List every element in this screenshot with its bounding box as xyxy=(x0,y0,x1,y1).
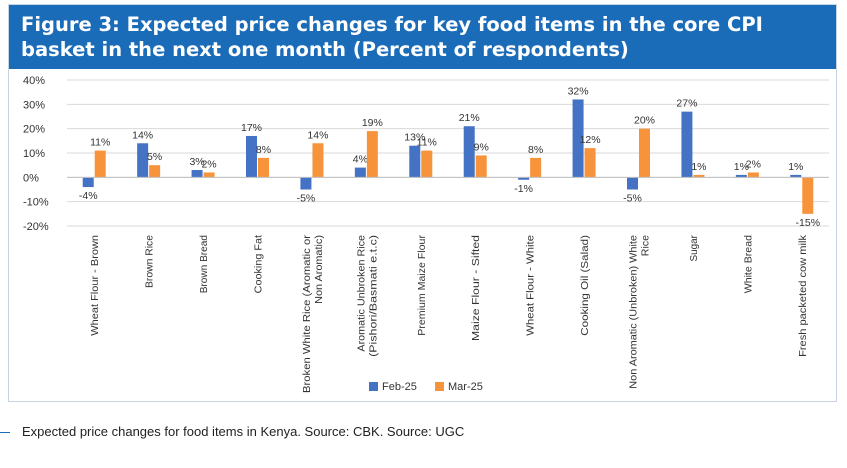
bar-feb xyxy=(627,177,638,190)
data-label-feb: 27% xyxy=(676,98,697,110)
y-tick-label: -20% xyxy=(23,221,49,233)
data-label-mar: 12% xyxy=(580,134,601,146)
data-label-mar: -15% xyxy=(796,217,821,229)
data-label-feb: 4% xyxy=(353,154,368,166)
bar-feb xyxy=(137,143,149,178)
data-label-feb: 1% xyxy=(734,161,749,173)
data-label-mar: 1% xyxy=(691,161,706,173)
data-label-mar: 8% xyxy=(256,144,271,156)
data-label-feb: -1% xyxy=(514,183,533,195)
bar-mar xyxy=(802,177,814,214)
category-label: Cooking Fat xyxy=(253,235,265,293)
bar-feb xyxy=(463,126,475,178)
data-label-mar: 8% xyxy=(528,144,543,156)
data-label-feb: -4% xyxy=(79,190,98,202)
category-label: Brown Rice xyxy=(144,235,156,288)
data-label-mar: 19% xyxy=(362,117,383,129)
data-label-feb: -5% xyxy=(623,193,642,205)
data-label-mar: 2% xyxy=(746,158,761,170)
bar-feb xyxy=(572,99,584,178)
category-label: Brown Bread xyxy=(198,235,210,293)
y-tick-label: 0% xyxy=(23,172,39,184)
y-tick-label: 20% xyxy=(23,124,45,136)
bar-mar xyxy=(149,165,161,178)
figure-panel: Figure 3: Expected price changes for key… xyxy=(8,4,837,402)
data-label-mar: 11% xyxy=(417,137,437,149)
figure-caption: Expected price changes for food items in… xyxy=(22,424,465,439)
bar-feb xyxy=(409,145,421,178)
bar-feb xyxy=(246,135,257,178)
data-label-mar: 11% xyxy=(90,137,110,149)
bar-feb xyxy=(300,177,312,190)
category-label: Non Aromatic (Unbroken) White xyxy=(628,235,640,389)
category-label: Wheat Flour - Brown xyxy=(89,235,101,336)
category-label: Sugar xyxy=(688,235,700,262)
category-label: Aromatic Unbroken Rice xyxy=(355,235,367,352)
data-label-feb: 3% xyxy=(189,156,204,168)
category-label: White Bread xyxy=(742,235,754,293)
data-label-feb: 17% xyxy=(241,122,262,134)
category-label: Wheat Flour - White xyxy=(525,235,537,336)
bar-feb xyxy=(790,174,802,178)
bar-mar xyxy=(584,148,596,178)
legend-swatch xyxy=(435,382,444,391)
data-label-feb: 14% xyxy=(132,129,153,141)
data-label-mar: 20% xyxy=(634,115,655,127)
y-tick-label: 40% xyxy=(23,75,45,87)
category-label: Rice xyxy=(640,235,652,256)
caption-rule xyxy=(0,432,10,433)
bar-feb xyxy=(354,167,366,178)
bar-feb xyxy=(191,170,203,178)
figure-title: Figure 3: Expected price changes for key… xyxy=(9,5,836,69)
data-label-mar: 5% xyxy=(147,151,162,163)
data-label-mar: 2% xyxy=(201,158,216,170)
bar-mar xyxy=(693,174,705,178)
category-label: Fresh packeted cow milk xyxy=(797,234,809,357)
category-label: Premium Maize Flour xyxy=(416,235,428,336)
y-tick-label: 10% xyxy=(23,148,45,160)
bar-feb xyxy=(681,111,693,178)
bar-mar xyxy=(366,131,378,178)
category-label: Broken White Rice (Aromatic or xyxy=(301,234,313,393)
data-label-feb: 13% xyxy=(404,132,425,144)
data-label-mar: 14% xyxy=(307,129,328,141)
category-label: (Pishori/Basmati e.t.c) xyxy=(367,235,379,357)
bar-mar xyxy=(639,128,650,178)
data-label-feb: 32% xyxy=(568,85,589,97)
bar-mar xyxy=(475,155,487,178)
bar-feb xyxy=(82,177,94,188)
y-tick-label: -10% xyxy=(23,197,49,209)
data-label-mar: 9% xyxy=(474,141,489,153)
bar-mar xyxy=(258,157,269,178)
bar-mar xyxy=(312,143,324,178)
bar-mar xyxy=(747,172,759,178)
bar-mar xyxy=(421,150,433,178)
bar-feb xyxy=(735,174,747,178)
category-label: Non Aromatic) xyxy=(313,235,325,304)
bar-mar xyxy=(94,150,106,178)
category-label: Maize Flour - Sifted xyxy=(470,235,482,341)
y-tick-label: 30% xyxy=(23,99,45,111)
bar-feb xyxy=(518,177,530,180)
bar-mar xyxy=(530,157,542,178)
legend-label: Feb-25 xyxy=(382,381,417,393)
data-label-feb: -5% xyxy=(297,193,316,205)
legend-label: Mar-25 xyxy=(448,381,483,393)
data-label-feb: 21% xyxy=(459,112,480,124)
category-label: Cooking Oil (Salad) xyxy=(579,235,591,336)
data-label-feb: 1% xyxy=(788,161,803,173)
bar-mar xyxy=(203,172,215,178)
bar-chart: 40% 30% 20% 10% 0% -10% -20% -4% 11% Wheat Flour … xyxy=(23,75,829,393)
legend-swatch xyxy=(369,382,378,391)
